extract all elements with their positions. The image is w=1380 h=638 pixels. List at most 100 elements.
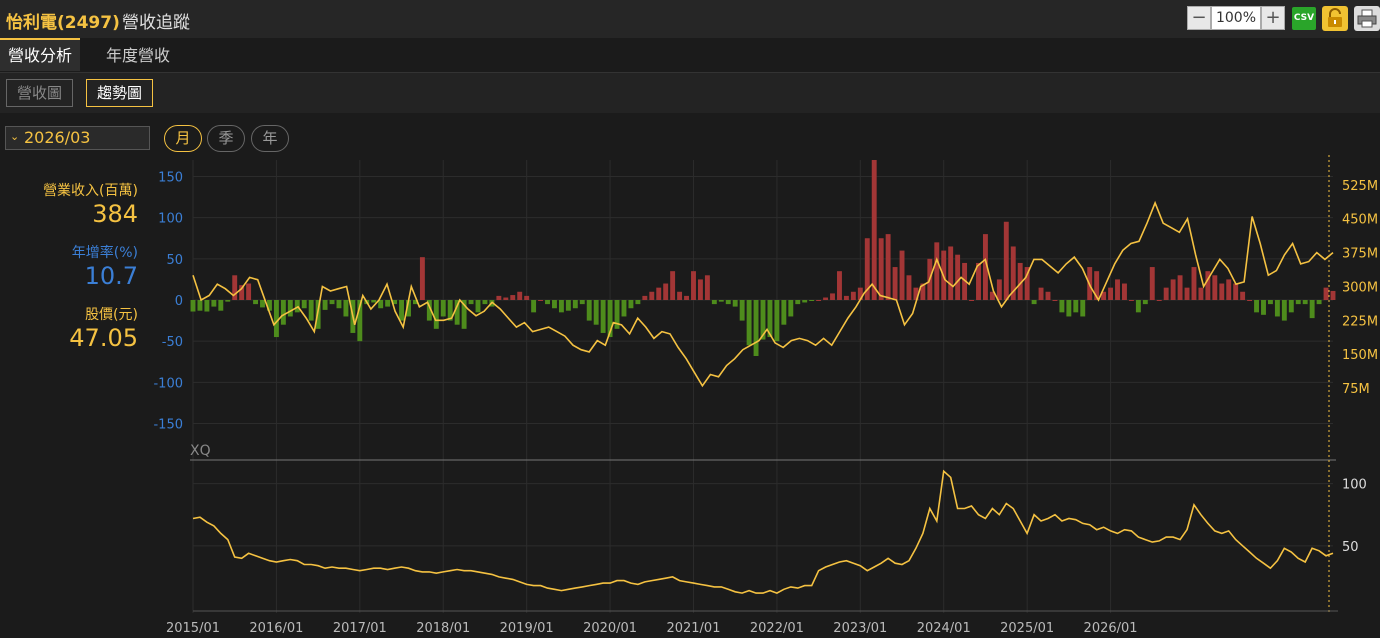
- yoy-bar: [273, 300, 279, 338]
- date-select[interactable]: ⌄ 2026/03: [5, 126, 150, 150]
- yoy-bar: [426, 300, 432, 321]
- yoy-bar: [1177, 275, 1183, 300]
- yoy-bar: [976, 262, 981, 300]
- yoy-bar: [1115, 279, 1120, 300]
- x-tick-label: 2017/01: [333, 621, 387, 636]
- yoy-bar: [767, 300, 773, 338]
- tab-annual-revenue[interactable]: 年度營收: [106, 46, 171, 65]
- lock-icon[interactable]: [1322, 6, 1348, 31]
- yoy-bar: [496, 295, 502, 300]
- yoy-bar: [1066, 300, 1072, 317]
- yoy-bar: [572, 300, 578, 309]
- period-month-button[interactable]: 月: [164, 125, 202, 152]
- tab-revenue-analysis[interactable]: 營收分析: [0, 38, 81, 71]
- yoy-bar: [850, 291, 856, 300]
- yoy-bar: [558, 300, 564, 313]
- trend-chart-button[interactable]: 趨勢圖: [86, 79, 154, 107]
- yoy-bar: [586, 300, 592, 321]
- yoy-bar: [1010, 246, 1016, 300]
- yoy-bar: [802, 300, 808, 303]
- yoy-bar: [461, 300, 467, 329]
- yoy-bar: [260, 300, 265, 308]
- yoy-bar: [739, 300, 745, 321]
- yoy-bar: [656, 287, 662, 300]
- yoy-bar: [593, 300, 599, 325]
- yoy-label: 年增率(%): [71, 245, 138, 261]
- x-tick-label: 2020/01: [583, 621, 637, 636]
- yoy-bar: [948, 246, 954, 300]
- yoy-bar: [760, 300, 766, 340]
- yoy-bar: [1094, 271, 1100, 300]
- yoy-bar: [1281, 300, 1287, 321]
- yoy-bar: [1073, 300, 1079, 313]
- print-icon[interactable]: [1354, 6, 1380, 31]
- zoom-out-button[interactable]: −: [1187, 6, 1211, 30]
- yoy-bar: [552, 300, 557, 309]
- zoom-in-button[interactable]: +: [1261, 6, 1285, 30]
- x-tick-label: 2025/01: [1000, 621, 1054, 636]
- yoy-bar: [649, 291, 655, 300]
- yoy-bar: [1295, 300, 1301, 305]
- yoy-value: 10.7: [84, 262, 138, 290]
- yoy-bar: [440, 300, 446, 317]
- yoy-bar: [1288, 300, 1294, 313]
- yoy-bar: [412, 300, 418, 305]
- yoy-bar: [1142, 300, 1148, 305]
- yoy-bar: [892, 267, 898, 300]
- x-tick-label: 2021/01: [666, 621, 720, 636]
- yoy-bar: [565, 300, 571, 311]
- yoy-bar: [1205, 271, 1211, 300]
- yoy-bar: [1135, 300, 1141, 313]
- yoy-bar: [774, 300, 780, 342]
- chart-axes: 2015/01 2016/01 2017/01 2018/01 2019/01 2020/…: [153, 155, 1378, 636]
- yoy-bar: [267, 300, 272, 311]
- yoy-bar: [899, 250, 905, 300]
- yoy-bar: [1170, 279, 1176, 300]
- yoy-bar: [1212, 275, 1218, 300]
- yoy-bar: [920, 283, 926, 300]
- right-tick-label: 450M: [1342, 213, 1378, 228]
- yoy-bar: [406, 300, 411, 317]
- yoy-bar: [809, 300, 815, 301]
- period-year-button[interactable]: 年: [251, 125, 289, 152]
- yoy-bar: [357, 300, 363, 342]
- yoy-bars: [190, 160, 1336, 356]
- yoy-bar: [447, 300, 453, 321]
- sub-toolbar: 營收圖 趨勢圖: [0, 73, 1380, 113]
- yoy-bar: [1149, 267, 1155, 300]
- page-subtitle: 營收追蹤: [122, 13, 190, 33]
- stock-title: 怡利電(2497): [6, 13, 120, 33]
- yoy-bar: [204, 300, 210, 312]
- yoy-bar: [982, 234, 988, 300]
- yoy-bar: [1108, 287, 1114, 300]
- yoy-bar: [1101, 291, 1107, 300]
- yoy-bar: [1080, 300, 1086, 317]
- yoy-bar: [996, 279, 1002, 300]
- yoy-bar: [857, 287, 863, 300]
- yoy-bar: [190, 300, 196, 312]
- yoy-bar: [1024, 267, 1030, 300]
- yoy-bar: [517, 291, 523, 300]
- yoy-bar: [399, 300, 404, 321]
- yoy-bar: [1017, 262, 1023, 300]
- revenue-chart-button[interactable]: 營收圖: [6, 79, 74, 107]
- yoy-bar: [1247, 300, 1253, 301]
- yoy-bar: [385, 300, 391, 307]
- left-tick-label: -150: [153, 418, 183, 433]
- period-quarter-button[interactable]: 季: [207, 125, 245, 152]
- revenue-line-path: [192, 200, 1334, 388]
- yoy-bar: [378, 300, 384, 309]
- yoy-bar: [663, 283, 669, 300]
- yoy-bar: [989, 291, 995, 300]
- yoy-bar: [871, 160, 877, 300]
- csv-export-button[interactable]: CSV: [1292, 7, 1316, 30]
- yoy-bar: [1254, 300, 1259, 313]
- x-tick-label: 2018/01: [416, 621, 470, 636]
- yoy-bar: [906, 275, 912, 300]
- x-tick-label: 2016/01: [249, 621, 303, 636]
- yoy-bar: [579, 300, 585, 305]
- yoy-bar: [934, 242, 940, 300]
- yoy-bar: [336, 300, 342, 309]
- yoy-bar: [1226, 279, 1232, 300]
- left-tick-label: 100: [158, 212, 183, 227]
